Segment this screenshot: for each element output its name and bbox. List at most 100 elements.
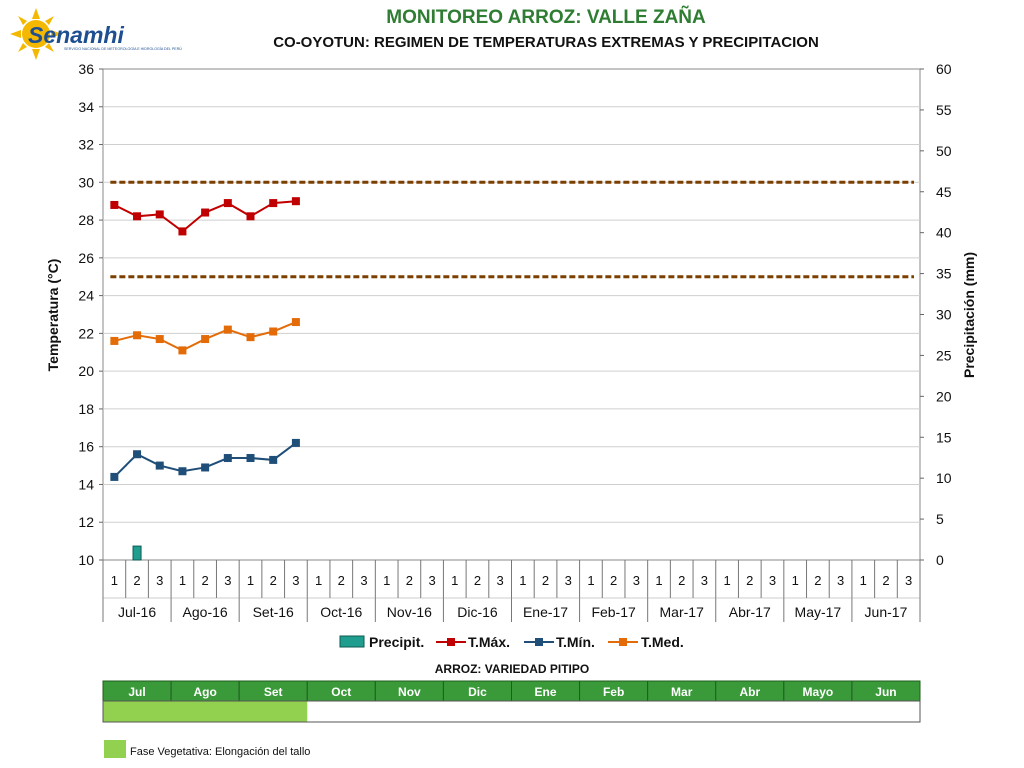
legend-tmin-label: T.Mín. bbox=[556, 634, 595, 650]
tmin-point bbox=[133, 450, 142, 459]
legend-tmax-label: T.Máx. bbox=[468, 634, 510, 650]
x-tick-label: 3 bbox=[360, 573, 367, 588]
y-tick-label: 14 bbox=[78, 476, 94, 492]
x-tick-label: 1 bbox=[111, 573, 118, 588]
y-tick-label: 36 bbox=[78, 61, 94, 77]
y-tick-label: 32 bbox=[78, 137, 94, 153]
threshold-lines bbox=[110, 180, 914, 279]
senamhi-logo: Senamhi SERVICIO NACIONAL DE METEOROLOGÍ… bbox=[10, 8, 182, 60]
chart-subtitle: CO-OYOTUN: REGIMEN DE TEMPERATURAS EXTRE… bbox=[273, 34, 819, 51]
tmin-point bbox=[155, 461, 164, 470]
x-tick-label: 2 bbox=[746, 573, 753, 588]
legend-tmed-label: T.Med. bbox=[641, 634, 684, 650]
x-tick-label: 2 bbox=[270, 573, 277, 588]
y2-tick-label: 50 bbox=[936, 143, 952, 159]
x-tick-label: 1 bbox=[247, 573, 254, 588]
x-tick-label: 2 bbox=[133, 573, 140, 588]
x-month-label: Ago-16 bbox=[183, 604, 228, 620]
y-tick-label: 34 bbox=[78, 99, 94, 115]
tmed-point bbox=[246, 333, 255, 342]
tmin-point bbox=[246, 454, 255, 463]
x-month-label: May-17 bbox=[795, 604, 842, 620]
x-tick-label: 2 bbox=[338, 573, 345, 588]
tmin-point bbox=[201, 463, 210, 472]
x-month-label: Dic-16 bbox=[457, 604, 498, 620]
phenology-month-label: Mar bbox=[671, 685, 693, 699]
phenology-month-label: Oct bbox=[331, 685, 351, 699]
x-tick-label: 1 bbox=[451, 573, 458, 588]
tmax-point bbox=[110, 200, 119, 209]
y-tick-label: 24 bbox=[78, 288, 94, 304]
tmed-point bbox=[155, 335, 164, 344]
x-tick-label: 3 bbox=[769, 573, 776, 588]
legend-tmin-marker bbox=[535, 638, 543, 646]
phenology-stage-bar bbox=[103, 701, 308, 722]
phenology-month-label: Jun bbox=[875, 685, 896, 699]
x-month-label: Feb-17 bbox=[591, 604, 636, 620]
y-tick-label: 28 bbox=[78, 212, 94, 228]
tmax-point bbox=[246, 212, 255, 221]
x-month-label: Jun-17 bbox=[865, 604, 908, 620]
y2-axis-label: Precipitación (mm) bbox=[961, 252, 977, 378]
x-tick-label: 1 bbox=[383, 573, 390, 588]
temperature-series bbox=[110, 197, 300, 481]
x-axis: 1 2 3 1 2 3 1 2 3 1 2 3 1 2 3 1 2 3 1 2 3 1 2 3 1 2 3 1 2 3 1 2 3 1 2 3Jul-… bbox=[102, 560, 921, 622]
phenology-month-label: Set bbox=[264, 685, 283, 699]
phenology-month-label: Feb bbox=[603, 685, 624, 699]
x-tick-label: 3 bbox=[701, 573, 708, 588]
y-tick-label: 20 bbox=[78, 363, 94, 379]
x-tick-label: 1 bbox=[587, 573, 594, 588]
x-month-label: Ene-17 bbox=[523, 604, 568, 620]
x-tick-label: 1 bbox=[655, 573, 662, 588]
x-tick-label: 2 bbox=[542, 573, 549, 588]
chart-title: MONITOREO ARROZ: VALLE ZAÑA bbox=[386, 6, 706, 28]
tmin-point bbox=[291, 438, 300, 447]
tmed-point bbox=[178, 346, 187, 355]
x-tick-label: 3 bbox=[292, 573, 299, 588]
phenology-month-label: Ago bbox=[193, 685, 216, 699]
phenology-month-label: Jul bbox=[128, 685, 145, 699]
phenology-month-label: Mayo bbox=[803, 685, 834, 699]
y2-tick-label: 30 bbox=[936, 307, 952, 323]
y-tick-label: 12 bbox=[78, 514, 94, 530]
y-tick-label: 10 bbox=[78, 552, 94, 568]
precip-bar bbox=[132, 545, 142, 561]
x-tick-label: 3 bbox=[224, 573, 231, 588]
x-tick-label: 3 bbox=[156, 573, 163, 588]
legend-tmax-marker bbox=[447, 638, 455, 646]
grid bbox=[103, 106, 920, 523]
x-tick-label: 3 bbox=[905, 573, 912, 588]
y2-tick-label: 5 bbox=[936, 511, 944, 527]
tmax-point bbox=[223, 199, 232, 208]
y-tick-label: 30 bbox=[78, 174, 94, 190]
sun-icon bbox=[10, 8, 62, 60]
x-tick-label: 1 bbox=[792, 573, 799, 588]
x-tick-label: 3 bbox=[565, 573, 572, 588]
tmed-point bbox=[201, 335, 210, 344]
tmax-point bbox=[133, 212, 142, 221]
x-tick-label: 1 bbox=[315, 573, 322, 588]
phenology-title: ARROZ: VARIEDAD PITIPO bbox=[435, 662, 589, 676]
x-tick-label: 3 bbox=[633, 573, 640, 588]
y-axis-label: Temperatura (°C) bbox=[45, 259, 61, 372]
legend: Precipit. T.Máx. T.Mín. T.Med. bbox=[339, 634, 684, 650]
y2-tick-label: 40 bbox=[936, 225, 952, 241]
x-month-label: Nov-16 bbox=[387, 604, 432, 620]
tmed-point bbox=[133, 331, 142, 340]
x-tick-label: 1 bbox=[723, 573, 730, 588]
x-tick-label: 3 bbox=[497, 573, 504, 588]
phenology-legend-label: Fase Vegetativa: Elongación del tallo bbox=[130, 746, 310, 758]
y2-tick-label: 15 bbox=[936, 429, 952, 445]
x-tick-label: 2 bbox=[406, 573, 413, 588]
x-tick-label: 2 bbox=[882, 573, 889, 588]
y-tick-label: 22 bbox=[78, 325, 94, 341]
x-tick-label: 1 bbox=[519, 573, 526, 588]
y2-tick-label: 60 bbox=[936, 61, 952, 77]
tmin-point bbox=[110, 472, 119, 481]
tmin-point bbox=[223, 454, 232, 463]
phenology-month-label: Abr bbox=[739, 685, 760, 699]
tmed-point bbox=[269, 327, 278, 336]
phenology-month-label: Ene bbox=[535, 685, 557, 699]
y-axis-left: 10 12 14 16 18 20 22 24 26 28 30 32 34 36 bbox=[78, 61, 103, 568]
